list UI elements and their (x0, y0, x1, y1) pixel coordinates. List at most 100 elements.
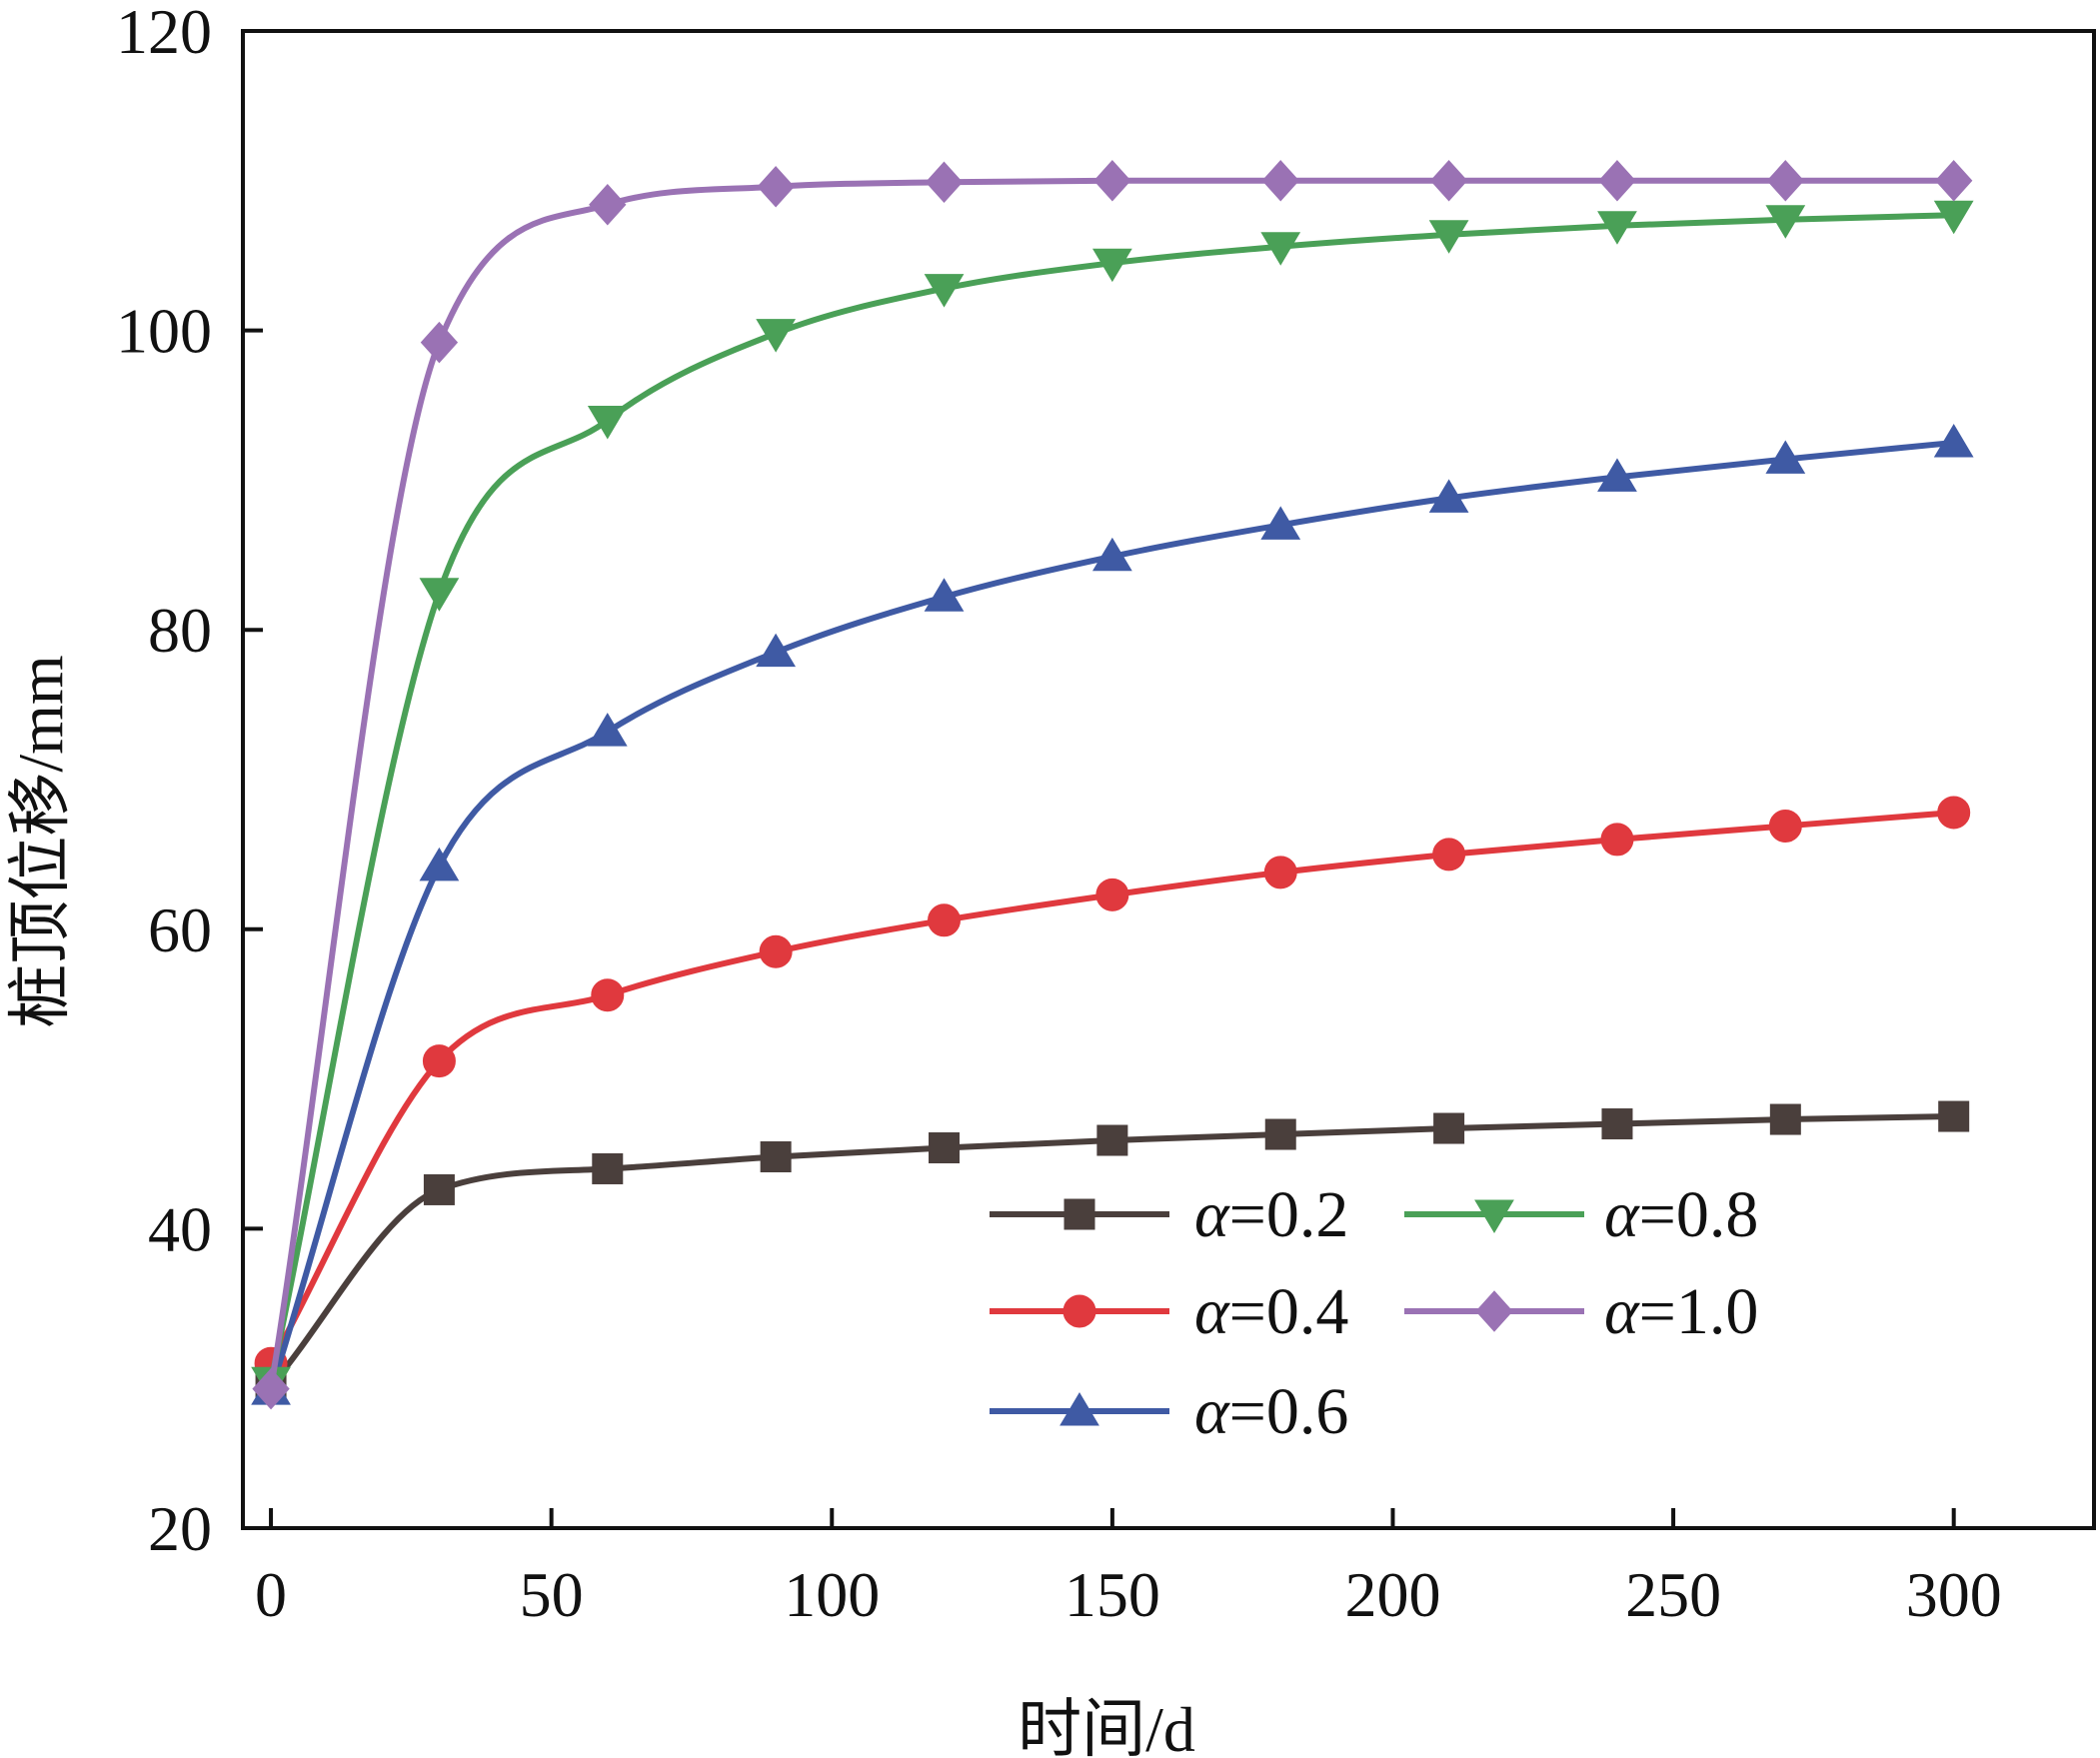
data-point (1601, 1108, 1633, 1140)
legend-label: α=0.2 (1194, 1178, 1348, 1251)
data-point (1096, 1124, 1128, 1156)
data-point (1597, 211, 1637, 245)
data-point (759, 934, 793, 968)
data-point (924, 578, 965, 612)
x-axis-ticks: 0 50 100 150 200 250 300 (255, 1508, 2002, 1630)
data-point (1766, 160, 1805, 202)
legend-alpha: α (1604, 1275, 1640, 1348)
series-line (268, 809, 1957, 1367)
series-layer (251, 160, 1974, 1410)
legend-marker (1474, 1199, 1514, 1233)
data-point (1598, 160, 1636, 202)
data-point (1765, 440, 1806, 474)
x-tick-label: 200 (1344, 1559, 1440, 1630)
data-point (1092, 537, 1132, 572)
series-line (268, 1113, 1957, 1389)
data-point (422, 1044, 456, 1078)
data-point (928, 903, 962, 937)
y-tick-label: 80 (148, 595, 212, 666)
y-tick-label: 120 (116, 0, 212, 67)
legend-marker (1475, 1290, 1513, 1332)
plot-frame (241, 29, 2096, 1530)
data-point (1769, 1103, 1801, 1135)
legend-value: =0.6 (1229, 1375, 1349, 1448)
legend-alpha: α (1194, 1178, 1230, 1251)
data-point (760, 1140, 792, 1172)
data-point (419, 578, 460, 612)
x-axis-title: 时间/d (1018, 1694, 1195, 1758)
y-tick-label: 60 (148, 894, 212, 965)
y-tick-label: 100 (116, 296, 212, 367)
legend-marker (1062, 1294, 1096, 1328)
data-point (1263, 856, 1297, 889)
data-point (252, 1367, 290, 1410)
legend-value: =0.4 (1229, 1275, 1349, 1348)
data-point (757, 166, 795, 208)
data-point (423, 1173, 455, 1205)
y-axis-ticks: 20 40 60 80 100 120 (116, 0, 263, 1564)
legend-label: α=1.0 (1604, 1275, 1758, 1348)
data-point (1938, 1100, 1970, 1132)
legend-marker (1059, 1392, 1099, 1426)
data-point (1933, 423, 1974, 458)
data-point (587, 405, 628, 440)
data-point (925, 161, 964, 204)
x-tick-label: 250 (1625, 1559, 1721, 1630)
data-point (1937, 796, 1971, 830)
legend-item: α=0.2 (990, 1178, 1348, 1251)
legend-marker (1063, 1198, 1095, 1230)
data-point (1768, 809, 1802, 843)
legend-label: α=0.4 (1194, 1275, 1348, 1348)
y-axis-title: 桩顶位移/mm (5, 655, 76, 1027)
data-point (587, 713, 628, 747)
data-point (1095, 878, 1129, 911)
data-point (1260, 232, 1301, 266)
data-point (1433, 1112, 1465, 1144)
data-point (1765, 205, 1806, 239)
legend-alpha: α (1194, 1375, 1230, 1448)
legend-alpha: α (1194, 1275, 1230, 1348)
data-point (1092, 248, 1132, 283)
data-point (756, 633, 797, 668)
x-tick-label: 100 (784, 1559, 880, 1630)
legend-label: α=0.8 (1604, 1178, 1758, 1251)
data-point (591, 978, 625, 1012)
x-tick-label: 0 (255, 1559, 287, 1630)
data-point (1935, 160, 1973, 202)
data-point (1261, 160, 1299, 202)
legend-alpha: α (1604, 1178, 1640, 1251)
y-tick-label: 40 (148, 1193, 212, 1264)
data-point (929, 1132, 961, 1164)
legend-item: α=0.8 (1404, 1178, 1758, 1251)
series-3 (251, 423, 1974, 1405)
data-point (1264, 1118, 1296, 1150)
legend-label: α=0.6 (1194, 1375, 1348, 1448)
data-point (1597, 458, 1637, 492)
data-point (419, 847, 460, 881)
legend-item: α=1.0 (1404, 1275, 1758, 1348)
data-point (756, 319, 797, 353)
x-tick-label: 50 (520, 1559, 584, 1630)
data-point (1428, 220, 1469, 254)
data-point (420, 321, 459, 364)
legend-item: α=0.6 (990, 1375, 1348, 1448)
y-tick-label: 20 (148, 1493, 212, 1564)
data-point (1600, 823, 1634, 857)
x-tick-label: 300 (1906, 1559, 2002, 1630)
data-point (592, 1152, 624, 1184)
legend-value: =0.2 (1229, 1178, 1349, 1251)
series-line (268, 439, 1957, 1394)
data-point (1428, 479, 1469, 513)
data-point (1432, 838, 1466, 872)
data-point (589, 184, 627, 226)
legend-value: =1.0 (1639, 1275, 1759, 1348)
legend-item: α=0.4 (990, 1275, 1348, 1348)
x-tick-label: 150 (1064, 1559, 1160, 1630)
data-point (1093, 160, 1131, 202)
data-point (1260, 506, 1301, 540)
data-point (924, 274, 965, 308)
legend: α=0.2α=0.4α=0.6α=0.8α=1.0 (990, 1178, 1758, 1448)
legend-value: =0.8 (1639, 1178, 1759, 1251)
data-point (1429, 160, 1468, 202)
